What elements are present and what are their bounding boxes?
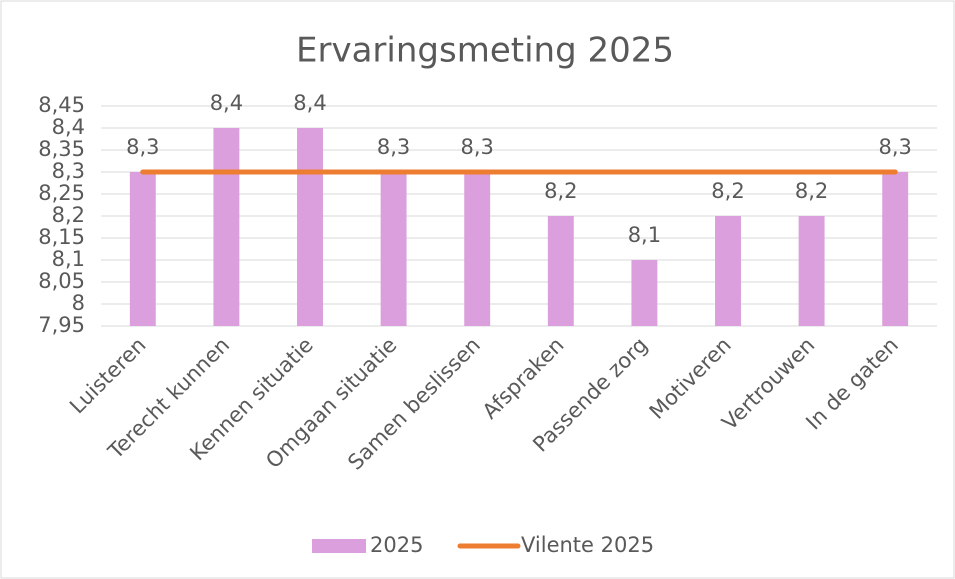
value-label: 8,2 xyxy=(544,179,577,203)
y-tick-label: 7,95 xyxy=(38,313,85,337)
y-tick-label: 8,35 xyxy=(38,137,85,161)
legend-label: 2025 xyxy=(370,533,423,557)
bar xyxy=(882,172,909,326)
y-tick-label: 8,2 xyxy=(52,203,85,227)
chart-title: Ervaringsmeting 2025 xyxy=(296,31,674,71)
value-label: 8,2 xyxy=(795,179,828,203)
bar xyxy=(213,128,240,326)
bar xyxy=(380,172,407,326)
y-tick-label: 8,3 xyxy=(52,159,85,183)
y-tick-label: 8,1 xyxy=(52,247,85,271)
y-tick-label: 8,05 xyxy=(38,269,85,293)
value-label: 8,4 xyxy=(210,91,243,115)
bar xyxy=(631,260,658,326)
value-label: 8,2 xyxy=(711,179,744,203)
y-tick-label: 8,25 xyxy=(38,181,85,205)
bar xyxy=(464,172,491,326)
y-tick-label: 8,4 xyxy=(52,115,85,139)
value-label: 8,3 xyxy=(460,135,493,159)
value-label: 8,3 xyxy=(878,135,911,159)
legend-swatch xyxy=(312,539,366,553)
value-label: 8,3 xyxy=(377,135,410,159)
bar xyxy=(547,216,574,326)
y-tick-label: 8 xyxy=(72,291,85,315)
bar xyxy=(715,216,741,326)
y-tick-label: 8,15 xyxy=(38,225,85,249)
value-label: 8,3 xyxy=(126,135,159,159)
bar xyxy=(798,216,825,326)
bar xyxy=(129,172,156,326)
y-tick-label: 8,45 xyxy=(38,93,85,117)
legend-label: Vilente 2025 xyxy=(521,533,654,557)
value-label: 8,4 xyxy=(293,91,326,115)
value-label: 8,1 xyxy=(628,223,661,247)
bar xyxy=(297,128,323,326)
